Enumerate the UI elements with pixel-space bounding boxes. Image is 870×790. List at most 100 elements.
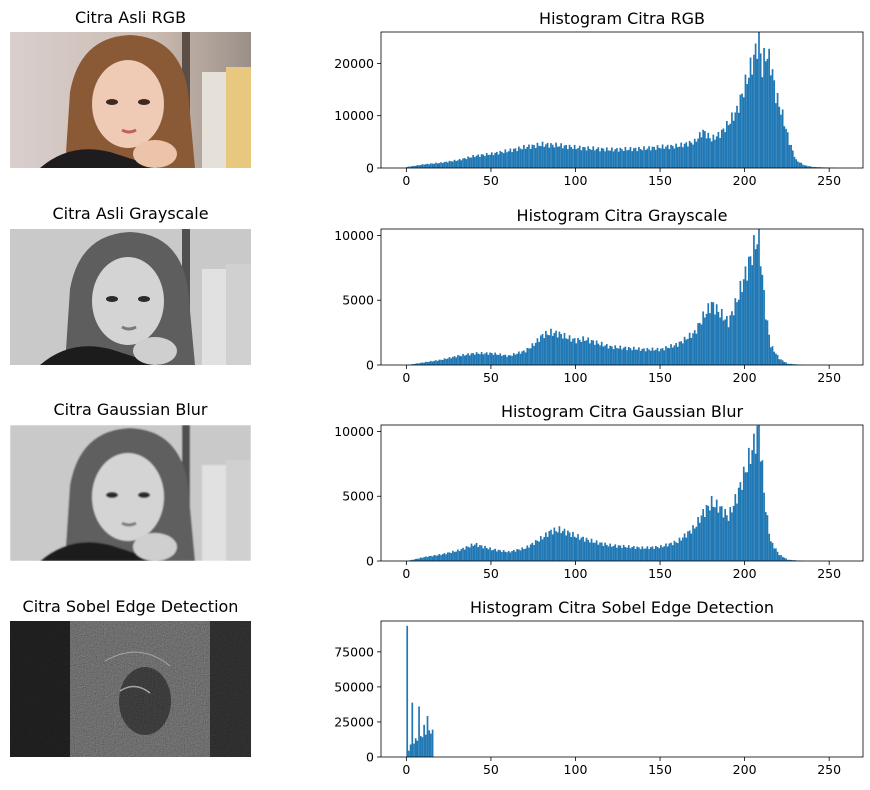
histogram-bar bbox=[529, 148, 532, 168]
histogram-bar bbox=[416, 165, 419, 168]
histogram-bar bbox=[504, 551, 507, 561]
histogram-bar bbox=[798, 162, 801, 168]
histogram-bar bbox=[472, 545, 475, 561]
x-tick-label: 0 bbox=[402, 762, 410, 777]
histogram-bar bbox=[742, 97, 745, 168]
histogram-bar bbox=[414, 558, 417, 561]
histogram-bar bbox=[727, 520, 730, 561]
histogram-bar bbox=[541, 141, 544, 168]
histogram-bar bbox=[563, 145, 566, 168]
histogram-bar bbox=[626, 350, 628, 365]
histogram-bar bbox=[746, 280, 748, 365]
histogram-bar bbox=[457, 355, 459, 365]
histogram-bar bbox=[480, 545, 483, 561]
histogram-bar bbox=[561, 338, 564, 365]
histogram-bar bbox=[523, 350, 525, 365]
histogram-bar bbox=[446, 552, 449, 561]
histogram-bar bbox=[763, 47, 765, 168]
histogram-bar bbox=[546, 334, 549, 365]
histogram-bar bbox=[536, 540, 539, 561]
histogram-bar bbox=[433, 163, 436, 168]
histogram-bar bbox=[443, 358, 446, 365]
histogram-bar bbox=[414, 165, 417, 168]
histogram-bar bbox=[783, 126, 786, 168]
histogram-bar bbox=[479, 545, 481, 561]
histogram-bar bbox=[683, 336, 686, 365]
histogram-bar bbox=[649, 547, 652, 561]
histogram-bar bbox=[582, 536, 584, 561]
histogram-bar bbox=[443, 553, 446, 561]
histogram-bar bbox=[517, 146, 520, 168]
histogram-bar bbox=[484, 353, 486, 365]
histogram-bar bbox=[751, 74, 754, 168]
histogram-bar bbox=[543, 536, 546, 561]
histogram-bar bbox=[519, 550, 522, 561]
histogram-bar bbox=[462, 547, 464, 561]
histogram-bar bbox=[468, 157, 471, 168]
histogram-bar bbox=[649, 350, 652, 365]
histogram-bar bbox=[704, 516, 706, 561]
histogram-bar bbox=[575, 537, 578, 561]
histogram-bar bbox=[621, 349, 623, 365]
histogram-bar bbox=[499, 150, 502, 168]
histogram-bar bbox=[590, 340, 593, 365]
histogram-bar bbox=[731, 112, 733, 168]
histogram-bar bbox=[813, 166, 816, 168]
histogram-bar bbox=[524, 148, 527, 168]
histogram-bar bbox=[423, 362, 425, 365]
histogram-bar bbox=[411, 166, 414, 168]
histogram-bar bbox=[780, 554, 782, 561]
histogram-bar bbox=[541, 539, 544, 561]
histogram-bar bbox=[470, 543, 473, 561]
histogram-bar bbox=[712, 302, 715, 365]
histogram-bar bbox=[753, 54, 755, 168]
histogram-bar bbox=[688, 530, 691, 561]
histogram-bar bbox=[487, 354, 490, 365]
histogram-bar bbox=[651, 546, 654, 561]
histogram-bar bbox=[468, 547, 471, 561]
histogram-bar bbox=[724, 132, 727, 168]
histogram-bar bbox=[680, 142, 683, 168]
histogram-bar bbox=[805, 165, 808, 168]
histogram-bar bbox=[675, 342, 677, 365]
histogram-bar bbox=[575, 149, 578, 168]
histogram-bar bbox=[577, 337, 579, 365]
histogram-bar bbox=[612, 545, 615, 561]
histogram-bar bbox=[538, 145, 540, 168]
histogram-bar bbox=[812, 167, 814, 168]
histogram-bar bbox=[641, 150, 644, 168]
x-tick-label: 200 bbox=[733, 173, 757, 188]
histogram-bar bbox=[589, 148, 591, 168]
histogram-bar bbox=[484, 156, 486, 168]
histogram-bar bbox=[604, 151, 606, 168]
histogram-bar bbox=[440, 162, 442, 168]
histogram-bar bbox=[428, 556, 431, 561]
histogram-bar bbox=[585, 340, 588, 365]
histogram-bar bbox=[781, 556, 784, 561]
x-tick-label: 0 bbox=[402, 566, 410, 581]
histogram-bar bbox=[687, 146, 689, 168]
histogram-bar bbox=[514, 148, 517, 168]
histogram-bar bbox=[568, 335, 571, 365]
histogram-bar bbox=[460, 356, 463, 365]
histogram-bar bbox=[463, 158, 466, 168]
histogram-bar bbox=[690, 533, 693, 561]
histogram-bar bbox=[408, 750, 410, 757]
histogram-bar bbox=[710, 141, 713, 168]
histogram-bar bbox=[685, 339, 688, 365]
histogram-bar bbox=[783, 557, 786, 561]
histogram-bar bbox=[656, 347, 659, 365]
histogram-bar bbox=[617, 151, 620, 168]
histogram-bar bbox=[712, 134, 715, 168]
y-tick-label: 75000 bbox=[334, 644, 374, 659]
x-tick-label: 100 bbox=[564, 173, 588, 188]
histogram-bar bbox=[457, 549, 459, 561]
y-tick-label: 50000 bbox=[334, 679, 374, 694]
histogram-bar bbox=[490, 152, 493, 168]
histogram-bar bbox=[709, 510, 711, 561]
y-tick-label: 20000 bbox=[334, 56, 374, 71]
histogram-bar bbox=[494, 352, 497, 365]
histogram-bar bbox=[433, 554, 436, 561]
histogram-bar bbox=[506, 152, 508, 168]
histogram-bar bbox=[609, 345, 612, 365]
